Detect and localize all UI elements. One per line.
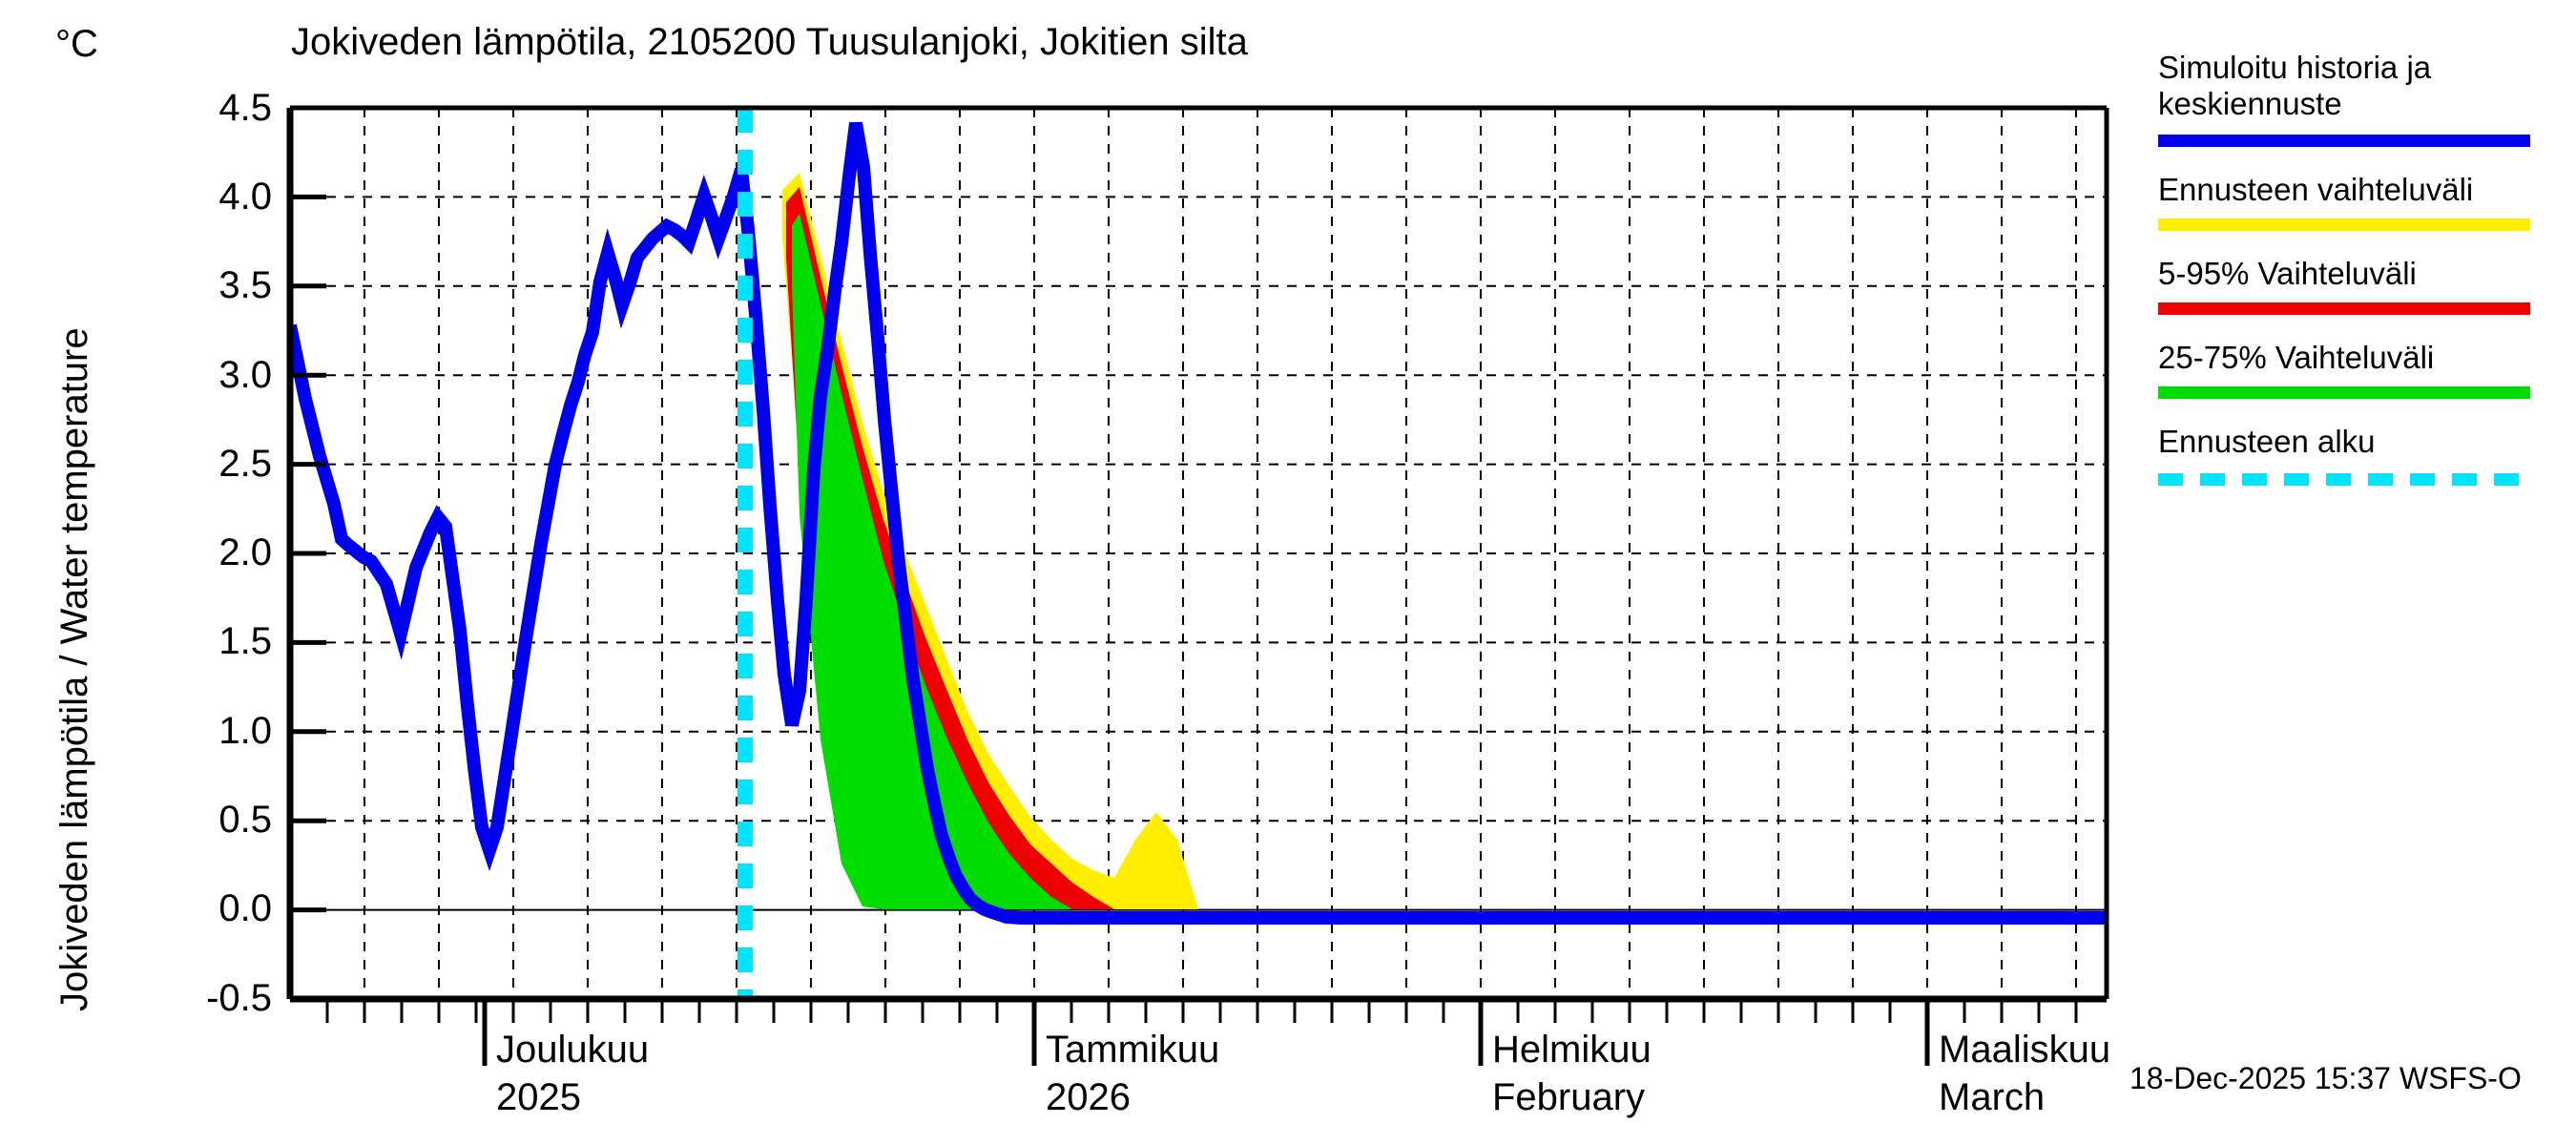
x-month-label-fi: Helmikuu (1492, 1029, 1652, 1071)
chart-title: Jokiveden lämpötila, 2105200 Tuusulanjok… (291, 21, 1248, 63)
legend-item-simulated: Simuloitu historia ja keskiennuste (2158, 50, 2559, 147)
x-month-label-fi: Maaliskuu (1939, 1029, 2111, 1071)
band-25-75 (792, 214, 1072, 909)
legend-item-forecast-range: Ennusteen vaihteluväli (2158, 172, 2559, 231)
legend-swatch-cyan-dashed (2158, 473, 2530, 486)
x-month-label-en: February (1492, 1076, 1646, 1118)
footer-timestamp: 18-Dec-2025 15:37 WSFS-O (2129, 1061, 2522, 1095)
legend-label: Ennusteen alku (2158, 424, 2376, 459)
y-tick-label: 3.5 (218, 264, 272, 306)
legend-label-line2: keskiennuste (2158, 86, 2342, 121)
x-month-label-fi: Tammikuu (1046, 1029, 1220, 1071)
legend-swatch-yellow (2158, 219, 2530, 231)
x-month-label-year: 2025 (496, 1076, 581, 1118)
legend-swatch-blue (2158, 135, 2530, 147)
x-month-label-en: March (1939, 1076, 2046, 1118)
legend-item-forecast-start: Ennusteen alku (2158, 424, 2559, 486)
legend-label: 25-75% Vaihteluväli (2158, 340, 2435, 375)
y-tick-label: 0.0 (218, 887, 272, 929)
y-axis-unit: °C (55, 23, 98, 65)
y-tick-label: 4.0 (218, 176, 272, 218)
legend-item-25-75: 25-75% Vaihteluväli (2158, 340, 2559, 399)
legend: Simuloitu historia ja keskiennuste Ennus… (2158, 50, 2559, 486)
y-axis-ticks (290, 105, 326, 1002)
x-month-label-fi: Joulukuu (496, 1029, 650, 1071)
y-tick-label: 2.5 (218, 443, 272, 485)
legend-item-5-95: 5-95% Vaihteluväli (2158, 256, 2559, 315)
legend-label: Simuloitu historia ja (2158, 50, 2432, 85)
legend-swatch-green (2158, 386, 2530, 399)
x-axis-minor-ticks (325, 999, 2078, 1023)
y-tick-label: -0.5 (206, 977, 272, 1019)
legend-label: Ennusteen vaihteluväli (2158, 172, 2474, 207)
y-tick-label: 3.0 (218, 354, 272, 396)
y-tick-label: 0.5 (218, 799, 272, 841)
x-axis-month-ticks (482, 999, 1930, 1066)
y-tick-label: 4.5 (218, 87, 272, 129)
y-tick-label: 2.0 (218, 531, 272, 573)
y-tick-label: 1.0 (218, 710, 272, 752)
y-tick-label: 1.5 (218, 620, 272, 662)
x-month-label-year: 2026 (1046, 1076, 1131, 1118)
series-simulated-history (290, 121, 2107, 925)
legend-label: 5-95% Vaihteluväli (2158, 256, 2417, 291)
legend-swatch-red (2158, 302, 2530, 315)
grid-horizontal (290, 196, 2107, 822)
